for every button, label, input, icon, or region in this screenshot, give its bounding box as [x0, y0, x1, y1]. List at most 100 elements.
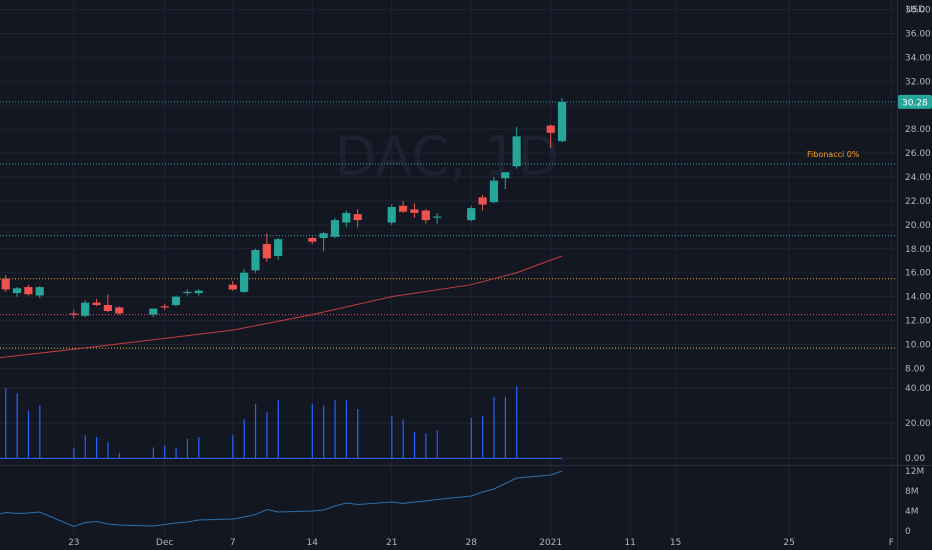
volume-bar [27, 410, 30, 458]
candle [410, 203, 419, 218]
symbol-watermark: DAC, 1D [335, 125, 560, 188]
candle [489, 177, 499, 204]
candle-body [557, 101, 567, 142]
candle-body [81, 302, 90, 316]
candle [398, 200, 408, 213]
volume-bar [175, 447, 177, 458]
candle-body [12, 288, 22, 294]
volume-bar [277, 400, 279, 458]
candle-body [274, 239, 283, 256]
price-axis[interactable]: 8.00 10.00 12.00 14.00 16.00 18.00 20.00 22.00 2… [905, 6, 931, 537]
price-tick-label: 32.00 [905, 77, 931, 87]
candle-body [171, 296, 181, 306]
candle-body [35, 287, 44, 296]
candle-body [160, 306, 169, 308]
candle-body [478, 197, 487, 205]
candle-body [512, 136, 521, 167]
volume-bar [107, 442, 109, 458]
volume-bar [118, 452, 120, 458]
candle [24, 284, 33, 296]
volume-bar [16, 393, 18, 458]
candle-body [433, 216, 442, 218]
volume-bar [164, 445, 166, 458]
candle-body [183, 291, 192, 294]
candle-body [194, 290, 203, 294]
volume-bar [334, 400, 336, 458]
volume-bar [482, 416, 484, 458]
volume-bar [323, 405, 325, 458]
price-tick-label: 34.00 [905, 53, 931, 63]
candle-body [410, 209, 419, 213]
time-tick-label: 25 [783, 538, 794, 548]
volume-bar [413, 431, 416, 458]
volume-bar [254, 403, 257, 458]
volume-bar [311, 403, 313, 458]
candle [546, 124, 555, 149]
volume-bar [186, 438, 189, 458]
time-tick-label: 14 [307, 538, 319, 548]
time-tick-label: 11 [624, 538, 635, 548]
candle [501, 172, 510, 189]
obv-line [0, 470, 563, 528]
obv-tick-label: 0 [905, 527, 911, 537]
candle [92, 299, 101, 307]
price-tick-label: 12.00 [905, 317, 931, 327]
grid [0, 0, 897, 536]
horizontal-lines[interactable] [0, 101, 897, 349]
candle [103, 294, 112, 313]
candle [12, 287, 22, 297]
candle-body [342, 212, 351, 223]
time-axis[interactable]: 23 Dec 7 14 21 28 2021 11 15 25 F [68, 538, 894, 548]
price-tick-label: 28.00 [905, 125, 931, 135]
candle [149, 308, 158, 317]
time-tick-label: 21 [386, 538, 397, 548]
candle-body [262, 244, 271, 259]
candle-body [398, 205, 408, 212]
volume-tick-label: 0.00 [905, 454, 925, 464]
candle-body [92, 302, 101, 306]
candles [1, 98, 567, 319]
last-price-tag: 30.28 [898, 94, 932, 109]
fibonacci-label: Fibonacci 0% [807, 150, 860, 159]
currency-label: USD [906, 5, 925, 15]
candle [433, 212, 442, 224]
price-tick-label: 36.00 [905, 29, 931, 39]
candle [171, 295, 181, 307]
volume-bar [73, 447, 75, 458]
candle-body [489, 180, 499, 203]
obv-tick-label: 12M [905, 467, 924, 477]
candle-body [546, 125, 555, 133]
moving-average-line [0, 255, 563, 359]
candle [467, 205, 476, 222]
price-tick-label: 8.00 [905, 364, 925, 374]
candle [274, 238, 283, 260]
volume-bar [5, 388, 7, 458]
candle-body [240, 272, 249, 292]
price-tick-label: 24.00 [905, 173, 931, 183]
price-tick-label: 20.00 [905, 221, 931, 231]
volume-bar [96, 437, 98, 458]
time-tick-label: 15 [670, 538, 681, 548]
candle [183, 289, 192, 296]
obv-polyline [0, 470, 563, 528]
candle-body [228, 284, 237, 290]
candle [342, 210, 351, 228]
volume-bar [436, 430, 438, 458]
candle [251, 248, 260, 273]
candle [557, 98, 567, 143]
candle [115, 306, 124, 315]
candle [81, 300, 90, 317]
obv-tick-label: 4M [905, 507, 919, 517]
time-tick-label: 2021 [539, 538, 562, 548]
candle-body [103, 305, 112, 312]
time-tick-label: F [889, 538, 894, 548]
last-price-value: 30.28 [902, 98, 928, 108]
volume-bar [243, 419, 245, 458]
time-tick-label: Dec [156, 538, 173, 548]
obv-tick-label: 8M [905, 487, 919, 497]
candle-body [421, 210, 430, 221]
volume-bar [391, 416, 393, 458]
volume-bar [470, 417, 472, 458]
volume-tick-label: 20.00 [905, 419, 931, 429]
